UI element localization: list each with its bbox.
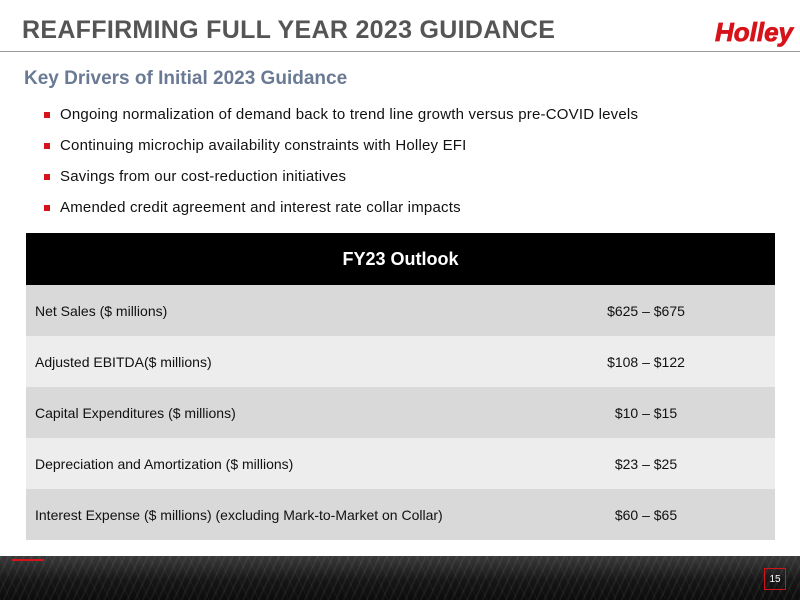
table-row: Capital Expenditures ($ millions) $10 – … xyxy=(26,387,775,438)
red-square-bullet-icon xyxy=(44,205,50,211)
slide-title: REAFFIRMING FULL YEAR 2023 GUIDANCE xyxy=(22,16,556,44)
bullet-item: Amended credit agreement and interest ra… xyxy=(44,197,784,228)
logo-wordmark: Holley xyxy=(715,17,795,47)
row-value: $10 – $15 xyxy=(614,404,678,421)
title-divider xyxy=(0,51,800,52)
bullet-item: Continuing microchip availability constr… xyxy=(44,135,784,166)
row-label: Adjusted EBITDA($ millions) xyxy=(35,353,212,370)
table-row: Adjusted EBITDA($ millions) $108 – $122 xyxy=(26,336,775,387)
bullet-text: Amended credit agreement and interest ra… xyxy=(60,199,461,216)
row-label: Capital Expenditures ($ millions) xyxy=(35,404,236,421)
row-value: $625 – $675 xyxy=(607,302,685,319)
row-label: Depreciation and Amortization ($ million… xyxy=(35,455,294,472)
row-label: Interest Expense ($ millions) (excluding… xyxy=(35,506,443,523)
row-value: $108 – $122 xyxy=(607,353,685,370)
footer-band: 15 xyxy=(0,556,800,600)
footer-accent-line xyxy=(12,559,44,561)
bullet-text: Savings from our cost-reduction initiati… xyxy=(60,168,347,185)
table-row: Depreciation and Amortization ($ million… xyxy=(26,438,775,489)
table-row: Net Sales ($ millions) $625 – $675 xyxy=(26,285,775,336)
bullet-text: Continuing microchip availability constr… xyxy=(60,137,467,154)
row-label: Net Sales ($ millions) xyxy=(35,302,168,319)
section-subtitle: Key Drivers of Initial 2023 Guidance xyxy=(24,68,348,89)
row-value: $23 – $25 xyxy=(614,455,678,472)
bullet-item: Ongoing normalization of demand back to … xyxy=(44,104,784,135)
bullet-item: Savings from our cost-reduction initiati… xyxy=(44,166,784,197)
table-header: FY23 Outlook xyxy=(26,233,775,285)
red-square-bullet-icon xyxy=(44,174,50,180)
page-number: 15 xyxy=(764,568,786,590)
fy23-outlook-table: FY23 Outlook Net Sales ($ millions) $625… xyxy=(26,233,775,540)
holley-logo: Holley xyxy=(715,17,795,48)
row-value: $60 – $65 xyxy=(614,506,678,523)
red-square-bullet-icon xyxy=(44,143,50,149)
bullet-text: Ongoing normalization of demand back to … xyxy=(60,106,639,123)
red-square-bullet-icon xyxy=(44,112,50,118)
table-row: Interest Expense ($ millions) (excluding… xyxy=(26,489,775,540)
driver-bullet-list: Ongoing normalization of demand back to … xyxy=(44,104,784,228)
